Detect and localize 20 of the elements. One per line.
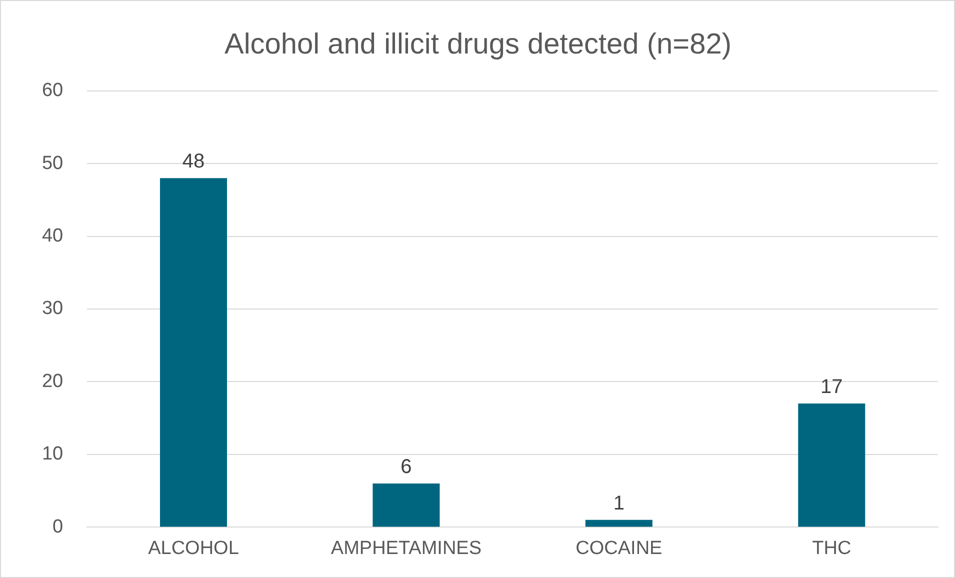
x-tick-label: ALCOHOL: [148, 538, 239, 559]
y-tick-label: 10: [42, 444, 64, 465]
y-tick-label: 30: [42, 298, 64, 320]
x-tick-label: THC: [812, 538, 852, 559]
y-tick-label: 20: [42, 370, 64, 392]
x-tick-label: AMPHETAMINES: [330, 538, 482, 559]
x-tick-label: COCAINE: [576, 538, 662, 559]
y-tick-label: 0: [52, 516, 64, 538]
data-label: 17: [820, 376, 843, 398]
bar: [798, 404, 866, 527]
data-label: 6: [400, 456, 412, 478]
y-tick-label: 60: [42, 80, 64, 102]
data-label: 1: [613, 492, 624, 514]
y-tick-label: 40: [42, 226, 64, 246]
data-label: 48: [182, 150, 205, 173]
y-tick-label: 50: [42, 152, 64, 174]
bar: [372, 484, 440, 527]
bar: [160, 178, 227, 527]
bar: [585, 520, 652, 527]
chart-title: Alcohol and illicit drugs detected (n=82): [224, 28, 732, 60]
